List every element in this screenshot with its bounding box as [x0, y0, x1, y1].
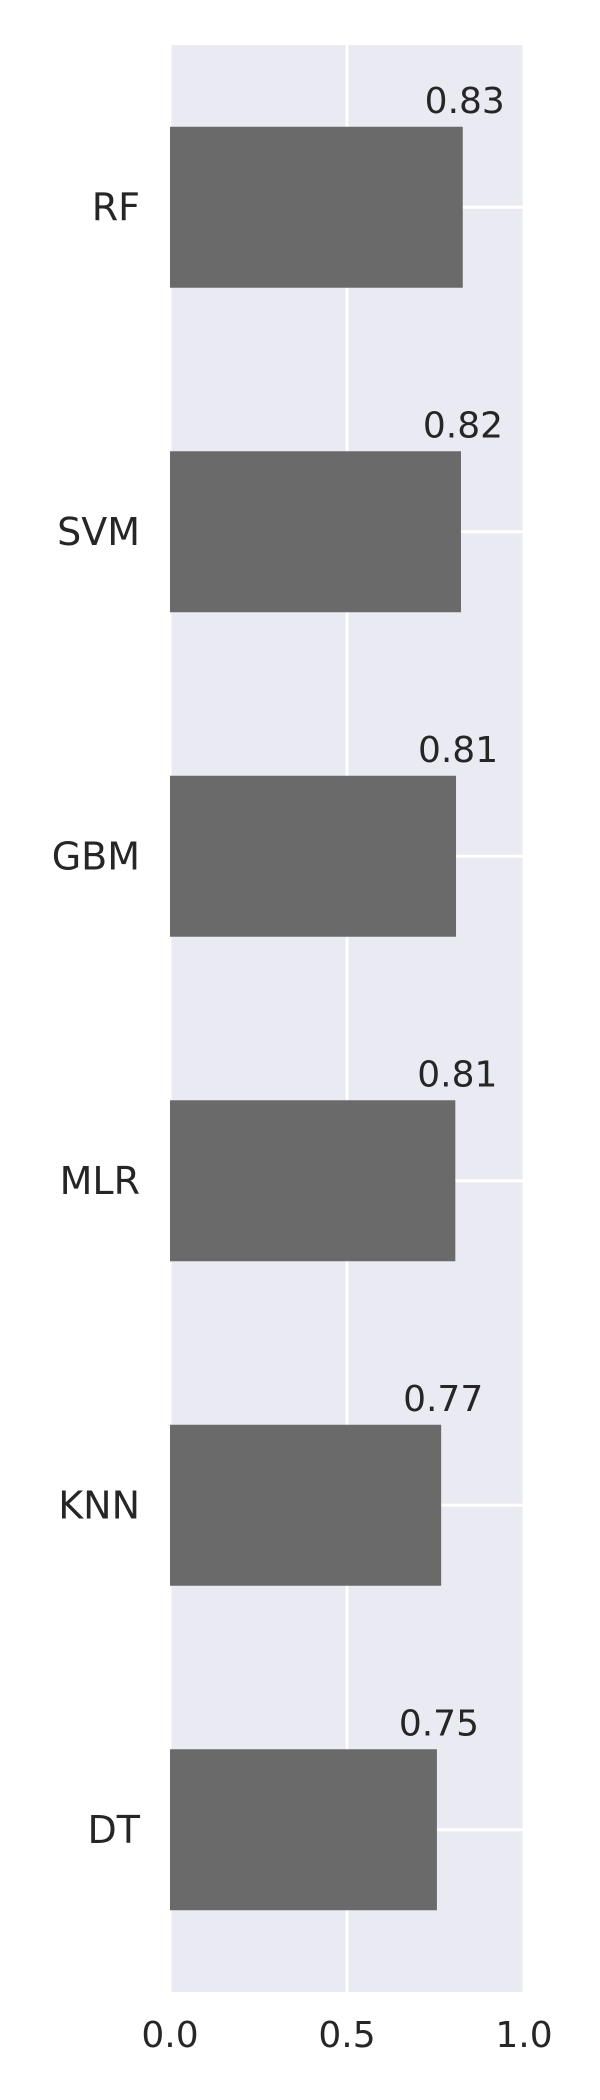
category-label-svm: SVM — [57, 510, 140, 554]
bar-knn — [170, 1424, 442, 1586]
data-label-mlr: 0.81 — [417, 1054, 497, 1095]
category-label-knn: KNN — [58, 1483, 140, 1527]
category-label-dt: DT — [88, 1808, 141, 1852]
bar-dt — [170, 1749, 437, 1911]
bar-rf — [170, 126, 463, 288]
x-tick-label: 1.0 — [495, 2015, 552, 2056]
category-labels: RF SVM GBM MLR KNN DT — [52, 185, 141, 1852]
data-labels: 0.83 0.82 0.81 0.81 0.77 0.75 — [399, 81, 505, 1745]
category-label-mlr: MLR — [60, 1159, 140, 1203]
bars — [170, 126, 463, 1911]
category-label-gbm: GBM — [52, 834, 140, 878]
data-label-gbm: 0.81 — [418, 730, 498, 771]
x-tick-label: 0.0 — [141, 2015, 198, 2056]
data-label-knn: 0.77 — [403, 1379, 483, 1420]
data-label-svm: 0.82 — [423, 405, 503, 446]
data-label-dt: 0.75 — [399, 1703, 479, 1744]
bar-svm — [170, 451, 461, 613]
x-tick-label: 0.5 — [318, 2015, 375, 2056]
bar-gbm — [170, 775, 457, 937]
bar-mlr — [170, 1100, 456, 1262]
category-label-rf: RF — [92, 185, 140, 229]
data-label-rf: 0.83 — [425, 81, 505, 122]
x-tick-labels: 0.0 0.5 1.0 — [141, 2015, 552, 2056]
